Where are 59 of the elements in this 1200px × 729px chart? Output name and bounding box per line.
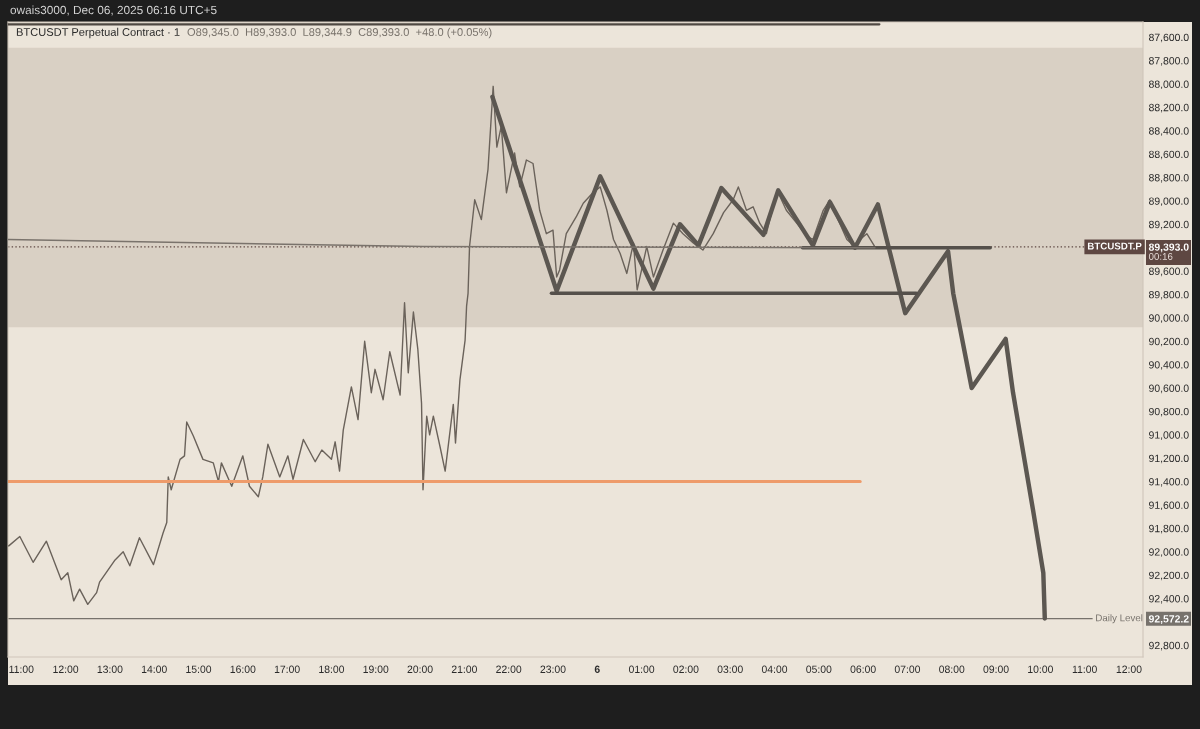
x-tick-label: 17:00: [274, 665, 300, 673]
x-tick-label: 21:00: [451, 665, 477, 673]
x-tick-label: 11:00: [1072, 665, 1097, 673]
y-tick-label: 88,200.0: [1149, 103, 1189, 113]
y-tick-label: 91,600.0: [1149, 501, 1189, 511]
x-tick-label: 16:00: [230, 665, 256, 673]
x-tick-label: 13:00: [97, 665, 123, 673]
y-tick-label: 91,000.0: [1149, 431, 1189, 440]
chart-subtitle: O89,345.0 H89,393.0 L89,344.9 C89,393.0 +48.0 (+0.05%): [187, 27, 492, 39]
y-tick-label: 90,800.0: [1149, 407, 1189, 417]
y-tick-label: 92,000.0: [1149, 548, 1189, 557]
x-tick-label: 02:00: [673, 665, 699, 673]
x-tick-label: 03:00: [717, 665, 743, 673]
x-tick-label: 10:00: [1028, 665, 1053, 673]
y-tick-label: 92,200.0: [1149, 571, 1189, 581]
y-tick-label: 90,200.0: [1149, 337, 1189, 347]
x-tick-label: 05:00: [806, 665, 832, 673]
y-tick-label: 91,400.0: [1149, 478, 1189, 487]
y-tick-label: 92,400.0: [1149, 595, 1189, 604]
x-tick-label: 06:00: [850, 665, 876, 673]
x-tick-label: 12:00: [1116, 665, 1142, 673]
x-tick-label: 6: [594, 665, 600, 673]
x-tick-label: 14:00: [141, 665, 167, 673]
x-tick-label: 15:00: [186, 665, 212, 673]
y-tick-label: 92,572.2: [1148, 615, 1189, 625]
y-tick-label: 89,600.0: [1149, 267, 1189, 277]
y-tick-label: 90,400.0: [1149, 361, 1189, 370]
ref-line-label: Daily Level: [1096, 614, 1143, 624]
x-tick-label: 12:00: [53, 665, 79, 673]
y-tick-label: 88,400.0: [1149, 127, 1189, 136]
text: 00:16: [1148, 253, 1173, 260]
y-tick-label: 89,393.0: [1148, 243, 1189, 253]
x-tick-label: 18:00: [319, 665, 345, 673]
ref-line-label: BTCUSDT.P: [1087, 242, 1142, 250]
y-tick-label: 90,000.0: [1149, 314, 1189, 323]
y-tick-label: 87,600.0: [1149, 33, 1189, 43]
y-tick-label: 92,800.0: [1149, 641, 1189, 651]
x-tick-label: 04:00: [761, 665, 788, 673]
x-tick-label: 07:00: [894, 665, 921, 673]
y-tick-label: 91,200.0: [1149, 454, 1189, 464]
chart-title: BTCUSDT Perpetual Contract · 1: [16, 27, 180, 39]
x-tick-label: 22:00: [496, 665, 522, 673]
x-tick-label: 19:00: [363, 665, 389, 673]
y-tick-label: 88,000.0: [1149, 80, 1189, 90]
y-tick-label: 91,800.0: [1149, 524, 1189, 534]
y-tick-label: 87,800.0: [1149, 57, 1189, 66]
x-tick-label: 23:00: [540, 665, 566, 673]
y-tick-label: 89,000.0: [1149, 197, 1189, 207]
y-tick-label: 88,600.0: [1149, 150, 1189, 160]
x-tick-label: 01:00: [628, 665, 655, 673]
x-tick-label: 09:00: [983, 665, 1009, 673]
text: owais3000, Dec 06, 2025 06:16 UTC+5: [10, 5, 217, 16]
y-tick-label: 88,800.0: [1149, 174, 1189, 183]
y-tick-label: 89,200.0: [1149, 220, 1189, 230]
x-tick-label: 20:00: [407, 665, 433, 673]
x-tick-label: 11:00: [9, 665, 34, 673]
y-tick-label: 89,800.0: [1149, 290, 1189, 300]
y-tick-label: 90,600.0: [1149, 384, 1189, 394]
x-tick-label: 08:00: [939, 665, 965, 673]
